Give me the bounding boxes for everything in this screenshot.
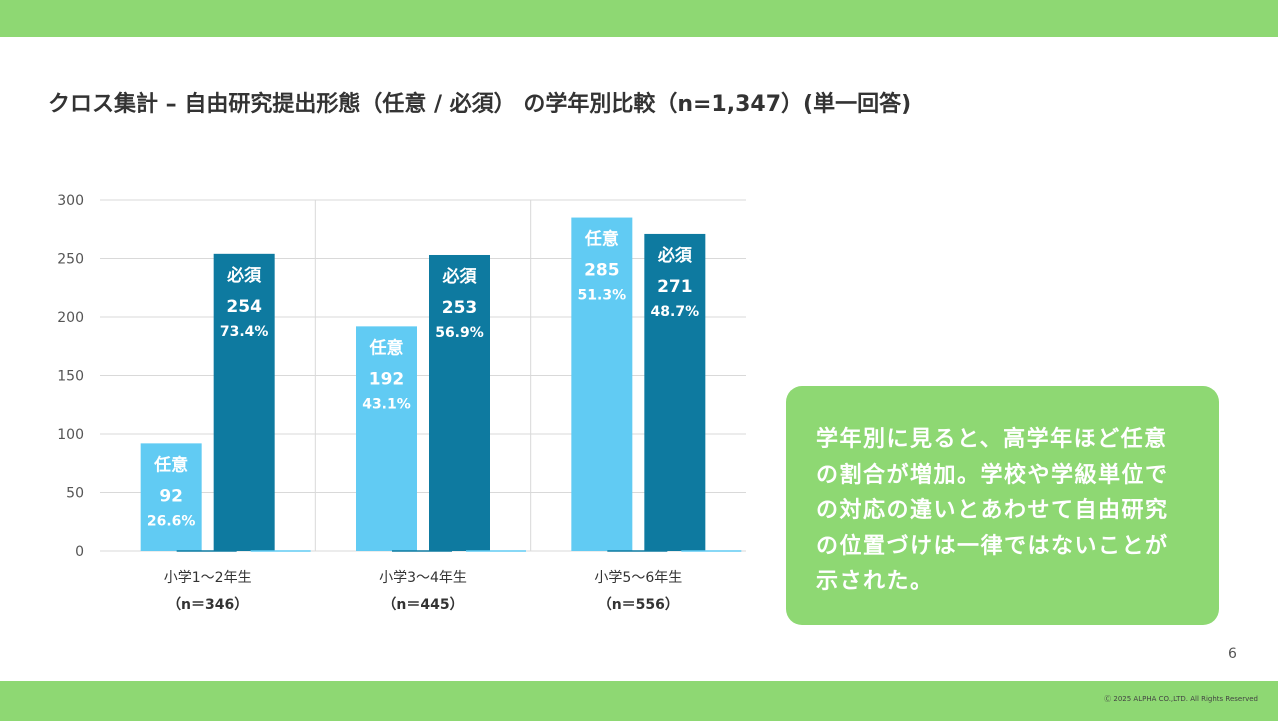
comment-line: 学年別に見ると、高学年ほど任意 bbox=[816, 427, 1168, 452]
bar-value-label: 92 bbox=[159, 486, 183, 506]
comment-line: の対応の違いとあわせて自由研究 bbox=[816, 498, 1169, 523]
x-tick-label: 小学1～2年生 bbox=[164, 570, 252, 586]
bar bbox=[644, 233, 706, 551]
x-tick-label: 小学5～6年生 bbox=[594, 570, 682, 586]
page-number: 6 bbox=[1228, 646, 1237, 662]
bar-percent-label: 73.4% bbox=[220, 324, 269, 340]
y-tick-label: 100 bbox=[57, 427, 84, 443]
bar-value-label: 285 bbox=[584, 261, 620, 281]
bar-series-label: 任意 bbox=[153, 454, 188, 475]
bar-value-label: 254 bbox=[226, 297, 262, 317]
top-accent-bar bbox=[0, 0, 1278, 37]
bar-value-label: 192 bbox=[369, 369, 405, 389]
bar-percent-label: 43.1% bbox=[362, 396, 411, 412]
comment-text: 学年別に見ると、高学年ほど任意 の割合が増加。学校や学級単位で の対応の違いとあ… bbox=[816, 422, 1195, 600]
y-tick-label: 150 bbox=[57, 369, 84, 385]
x-tick-sample-size: （n＝556） bbox=[598, 597, 679, 613]
bar-percent-label: 51.3% bbox=[578, 288, 627, 304]
bar bbox=[140, 443, 202, 551]
bar-series-label: 必須 bbox=[226, 265, 262, 286]
bar-percent-label: 56.9% bbox=[435, 325, 484, 341]
bar bbox=[356, 326, 417, 551]
comment-line: の割合が増加。学校や学級単位で bbox=[816, 462, 1169, 488]
comment-line: の位置づけは一律ではないことが bbox=[816, 533, 1169, 559]
bar bbox=[571, 217, 633, 552]
bar-series-label: 必須 bbox=[657, 245, 693, 266]
bar-series-label: 任意 bbox=[369, 337, 404, 358]
bar-series-label: 任意 bbox=[584, 229, 619, 250]
page-title: クロス集計 – 自由研究提出形態（任意 / 必須） の学年別比較（n=1,347… bbox=[48, 92, 912, 117]
x-tick-sample-size: （n＝445） bbox=[382, 597, 463, 613]
copyright-text: Ⓒ 2025 ALPHA CO.,LTD. All Rights Reserve… bbox=[1104, 695, 1258, 703]
bar-percent-label: 48.7% bbox=[651, 304, 700, 320]
y-tick-label: 250 bbox=[57, 252, 84, 268]
x-tick-label: 小学3～4年生 bbox=[379, 570, 467, 586]
bar-value-label: 253 bbox=[442, 298, 478, 318]
comment-line: 示された。 bbox=[816, 569, 934, 594]
bar bbox=[213, 253, 275, 551]
x-tick-sample-size: （n＝346） bbox=[167, 597, 248, 613]
bottom-accent-bar bbox=[0, 681, 1278, 721]
bar-value-label: 271 bbox=[657, 277, 693, 297]
y-tick-label: 50 bbox=[66, 486, 84, 502]
y-tick-label: 200 bbox=[57, 310, 84, 326]
comment-box: 学年別に見ると、高学年ほど任意 の割合が増加。学校や学級単位で の対応の違いとあ… bbox=[786, 386, 1219, 625]
y-tick-label: 300 bbox=[57, 193, 84, 209]
y-tick-label: 0 bbox=[75, 544, 84, 560]
bar-series-label: 必須 bbox=[442, 266, 478, 287]
bar-percent-label: 26.6% bbox=[147, 513, 196, 529]
bar bbox=[429, 254, 490, 552]
